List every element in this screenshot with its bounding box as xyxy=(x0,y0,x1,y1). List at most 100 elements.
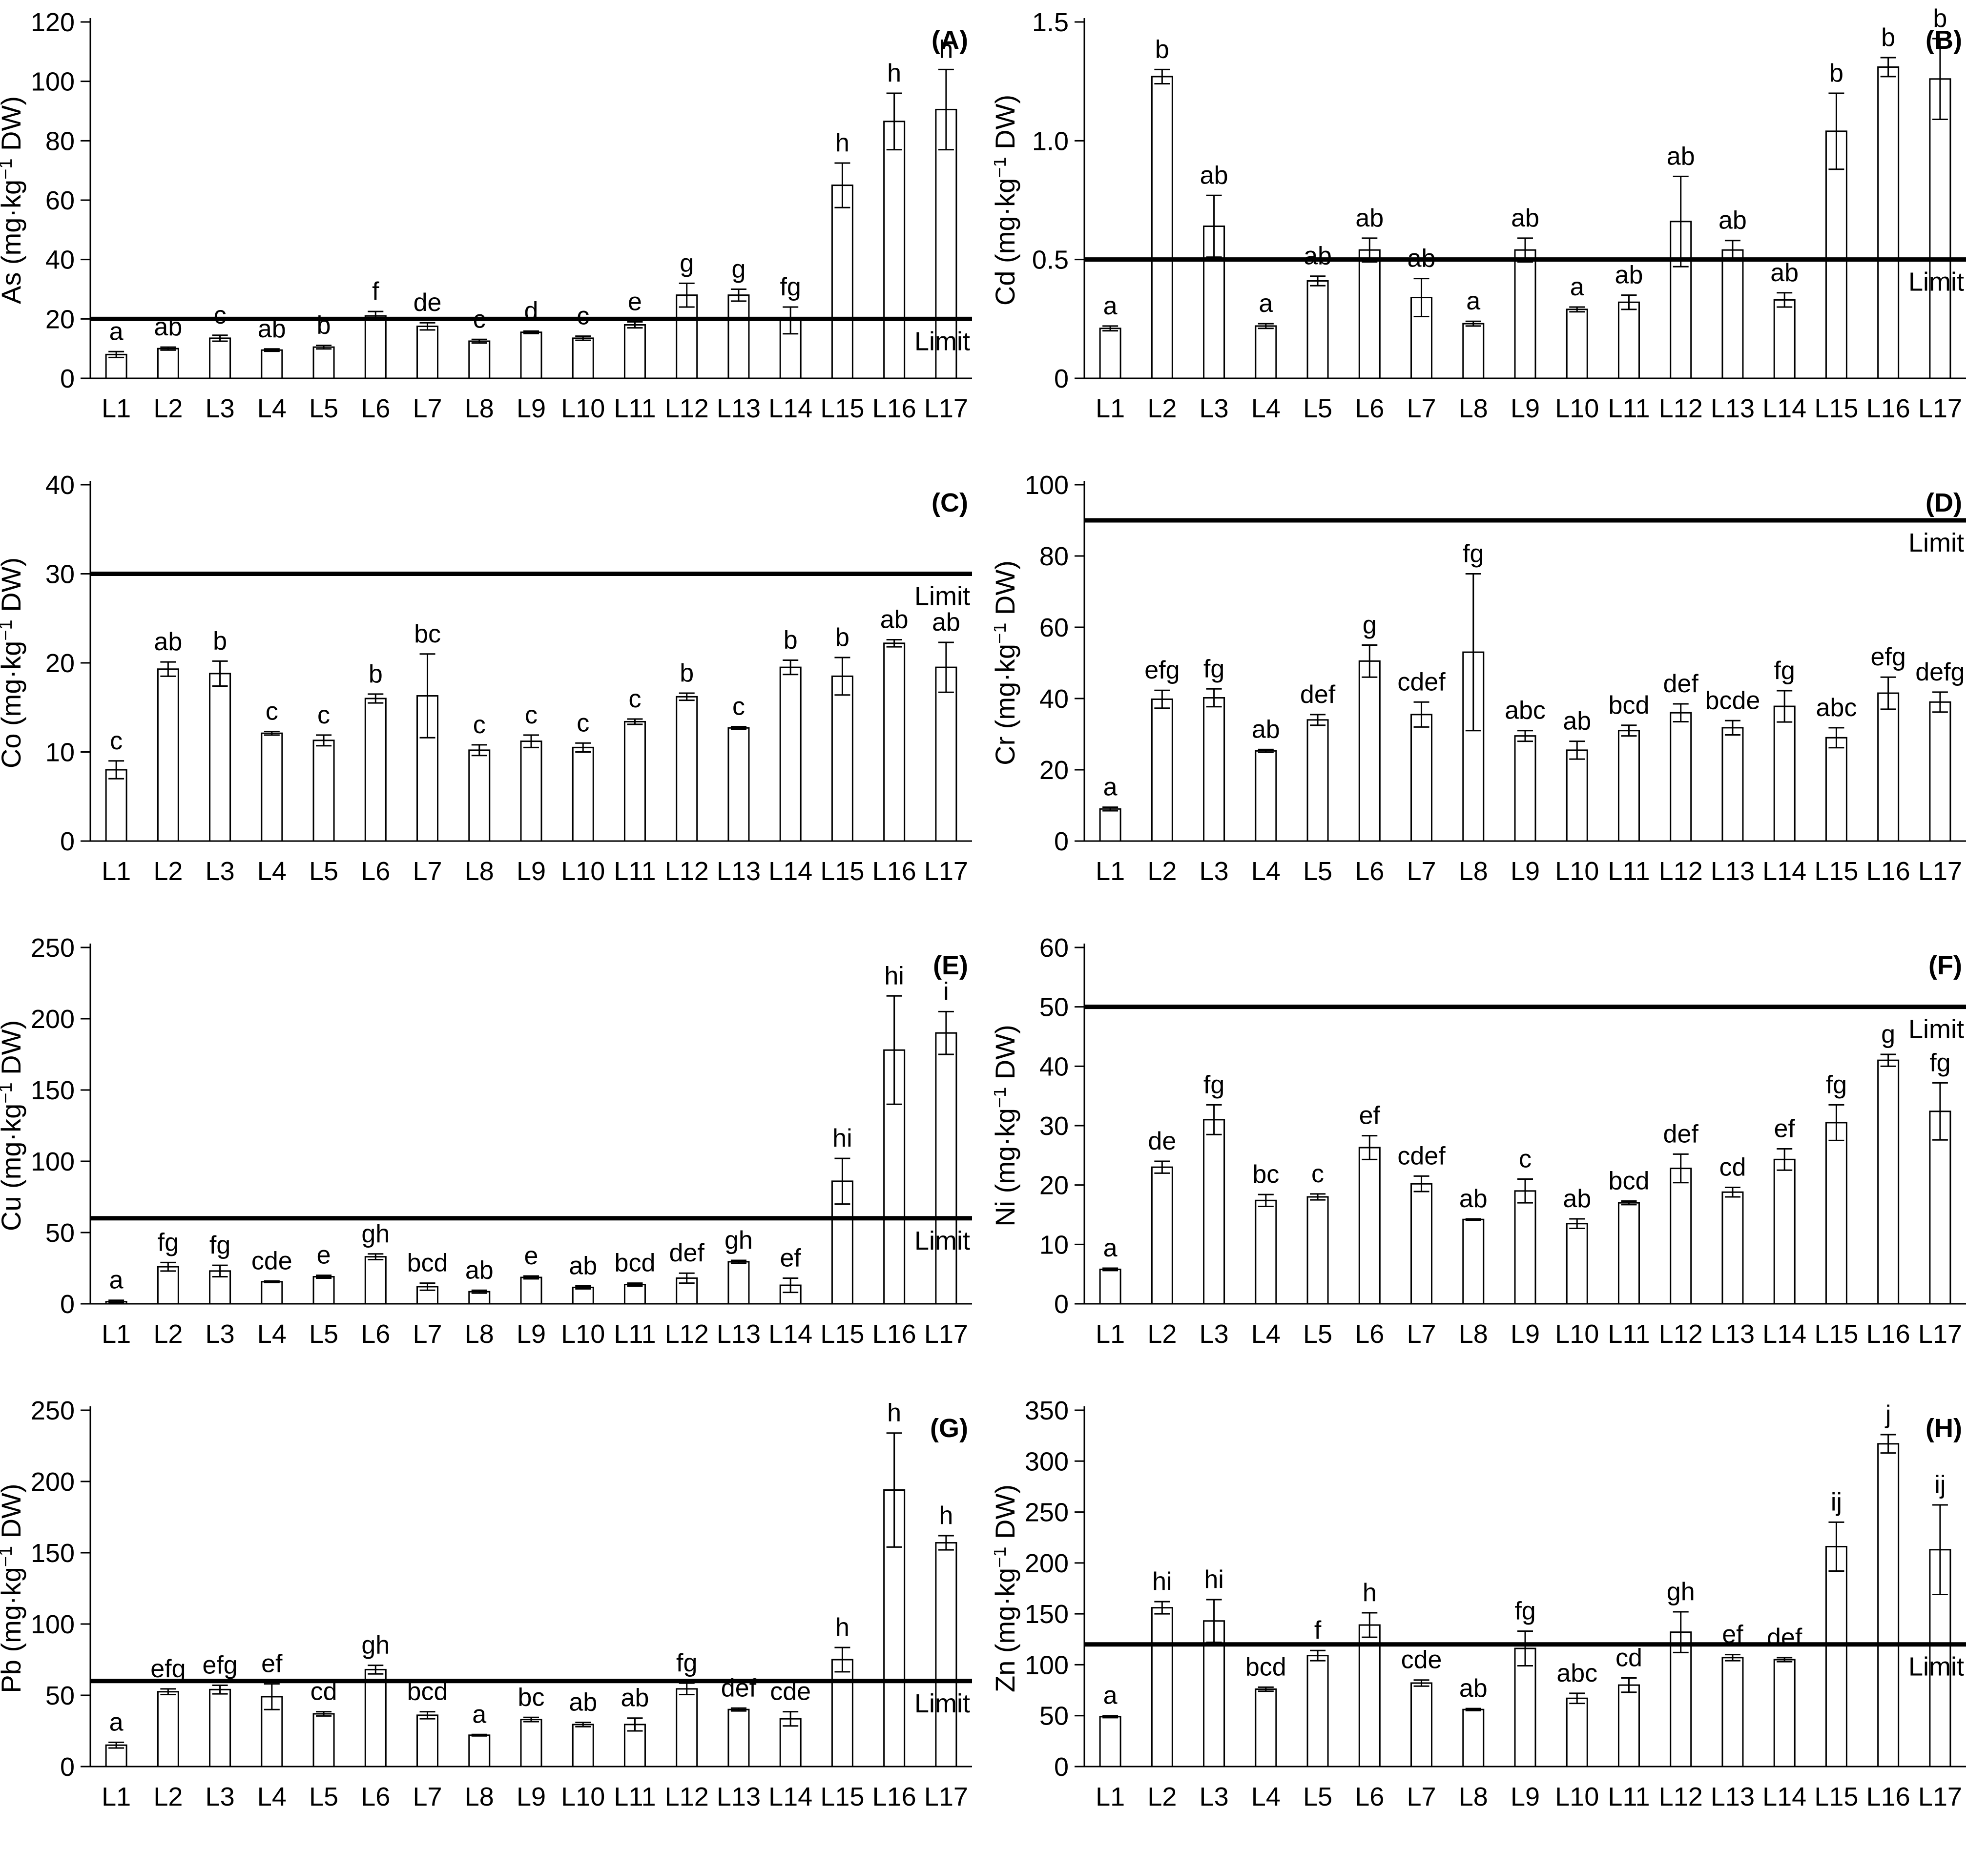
x-tick-label-l10: L10 xyxy=(1555,857,1599,886)
x-tick-label-l17: L17 xyxy=(924,857,968,886)
bar-l13 xyxy=(727,294,750,379)
y-tick-label: 150 xyxy=(1025,1600,1069,1629)
bar-l3 xyxy=(209,337,231,379)
sig-letter-l17: ij xyxy=(1934,1471,1946,1499)
x-tick-label-l6: L6 xyxy=(361,394,390,423)
x-tick-label-l3: L3 xyxy=(206,1319,235,1349)
sig-letter-l9: abc xyxy=(1505,697,1546,725)
panel-a-as-chart: 0 20 40 60 80 100 120 As (mg·kg−1 DW) a L1 ab L2 c L3… xyxy=(0,0,994,463)
chart-cr: 0 20 40 60 80 100 Cr (mg·kg−1 DW) a L1 efg L2 fg L3 a… xyxy=(994,471,1966,886)
sig-letter-l10: ab xyxy=(569,1252,597,1280)
y-tick-label: 0.5 xyxy=(1032,246,1069,275)
panel-h-zn-chart: 0 50 100 150 200 250 300 350 Zn (mg·kg−1 DW) a L1 h… xyxy=(994,1388,1988,1851)
bar-l13 xyxy=(727,727,750,842)
y-tick-label: 40 xyxy=(1039,684,1069,714)
sig-letter-l6: f xyxy=(372,277,379,306)
sig-letter-l1: a xyxy=(109,317,124,346)
x-tick-label-l4: L4 xyxy=(1251,1782,1281,1811)
bar-l9 xyxy=(1514,735,1536,842)
sig-letter-l5: def xyxy=(1300,680,1336,709)
bar-l2 xyxy=(1151,76,1173,379)
x-tick-label-l5: L5 xyxy=(1303,394,1332,423)
x-tick-label-l7: L7 xyxy=(413,1782,442,1811)
sig-letter-l9: fg xyxy=(1514,1597,1535,1625)
x-tick-label-l11: L11 xyxy=(1608,857,1650,886)
x-tick-label-l9: L9 xyxy=(1511,1782,1540,1811)
panel-letter: (G) xyxy=(930,1414,968,1443)
x-tick-label-l10: L10 xyxy=(1555,394,1599,423)
x-tick-label-l14: L14 xyxy=(1762,1782,1806,1811)
x-tick-label-l8: L8 xyxy=(1459,1319,1488,1349)
bar-l17 xyxy=(935,108,957,379)
bar-l12 xyxy=(676,294,698,379)
bar-l2 xyxy=(157,668,179,842)
x-tick-label-l6: L6 xyxy=(361,857,390,886)
sig-letter-l2: ab xyxy=(154,628,182,656)
bar-l13 xyxy=(1721,249,1744,379)
x-tick-label-l17: L17 xyxy=(924,1319,968,1349)
sig-letter-l11: cd xyxy=(1615,1644,1642,1672)
x-tick-label-l5: L5 xyxy=(309,857,338,886)
y-tick-label: 20 xyxy=(1039,1171,1069,1200)
sig-letter-l17: h xyxy=(939,35,953,63)
sig-letter-l3: c xyxy=(214,301,227,329)
bar-l13 xyxy=(727,1261,750,1305)
x-tick-label-l16: L16 xyxy=(872,1319,916,1349)
x-tick-label-l3: L3 xyxy=(1200,857,1229,886)
bar-l11 xyxy=(1617,1202,1640,1305)
y-tick-label: 0 xyxy=(1054,827,1069,856)
x-tick-label-l9: L9 xyxy=(1511,1319,1540,1349)
x-tick-label-l12: L12 xyxy=(1659,394,1703,423)
bar-l6 xyxy=(364,315,387,379)
bar-l2 xyxy=(1151,698,1173,842)
sig-letter-l8: ab xyxy=(1459,1185,1488,1213)
x-tick-label-l17: L17 xyxy=(924,394,968,423)
sig-letter-l7: cdef xyxy=(1397,1142,1446,1170)
y-tick-label: 150 xyxy=(31,1076,75,1105)
sig-letter-l13: ab xyxy=(1719,206,1747,235)
x-tick-label-l11: L11 xyxy=(614,394,656,423)
bar-l4 xyxy=(261,349,283,379)
sig-letter-l9: bc xyxy=(518,1683,545,1711)
x-tick-label-l2: L2 xyxy=(153,1782,183,1811)
sig-letter-l15: fg xyxy=(1826,1070,1847,1099)
sig-letter-l10: ab xyxy=(569,1688,597,1716)
bar-l4 xyxy=(1255,750,1277,842)
bar-l11 xyxy=(623,720,646,842)
bar-l17 xyxy=(1929,78,1951,379)
bar-l11 xyxy=(623,324,646,379)
chart-cu: 0 50 100 150 200 250 Cu (mg·kg−1 DW) a L1 fg L2 fg L… xyxy=(0,933,972,1349)
sig-letter-l15: h xyxy=(835,129,849,157)
sig-letter-l13: bcde xyxy=(1705,686,1760,715)
x-tick-label-l4: L4 xyxy=(1251,394,1281,423)
bar-l17 xyxy=(935,666,957,842)
bar-l9 xyxy=(1514,1190,1536,1305)
sig-letter-l11: bcd xyxy=(1609,691,1650,720)
y-tick-label: 40 xyxy=(45,471,75,500)
bar-l5 xyxy=(312,740,335,842)
x-tick-label-l15: L15 xyxy=(1814,394,1858,423)
limit-label: Limit xyxy=(914,327,970,356)
panel-f-ni-chart: 0 10 20 30 40 50 60 Ni (mg·kg−1 DW) a L1 de L2 fg L3 b… xyxy=(994,926,1988,1388)
sig-letter-l2: fg xyxy=(158,1228,179,1256)
bar-l10 xyxy=(1566,1223,1588,1305)
x-tick-label-l11: L11 xyxy=(614,857,656,886)
panel-letter: (B) xyxy=(1926,25,1962,55)
x-tick-label-l16: L16 xyxy=(1866,1319,1910,1349)
sig-letter-l1: a xyxy=(1103,1234,1118,1262)
x-tick-label-l1: L1 xyxy=(102,1319,131,1349)
sig-letter-l7: cde xyxy=(1401,1646,1442,1674)
bar-l5 xyxy=(312,1276,335,1305)
bar-l6 xyxy=(364,698,387,842)
bar-l8 xyxy=(1462,1218,1485,1305)
y-tick-label: 40 xyxy=(1039,1052,1069,1081)
y-tick-label: 60 xyxy=(1039,613,1069,642)
sig-letter-l3: hi xyxy=(1204,1565,1223,1594)
x-tick-label-l6: L6 xyxy=(1355,1782,1384,1811)
y-tick-label: 50 xyxy=(45,1681,75,1710)
bar-l16 xyxy=(1877,692,1900,842)
bar-l12 xyxy=(1670,1168,1692,1305)
y-tick-label: 100 xyxy=(31,1147,75,1176)
y-tick-label: 20 xyxy=(45,649,75,678)
x-tick-label-l8: L8 xyxy=(465,1319,494,1349)
